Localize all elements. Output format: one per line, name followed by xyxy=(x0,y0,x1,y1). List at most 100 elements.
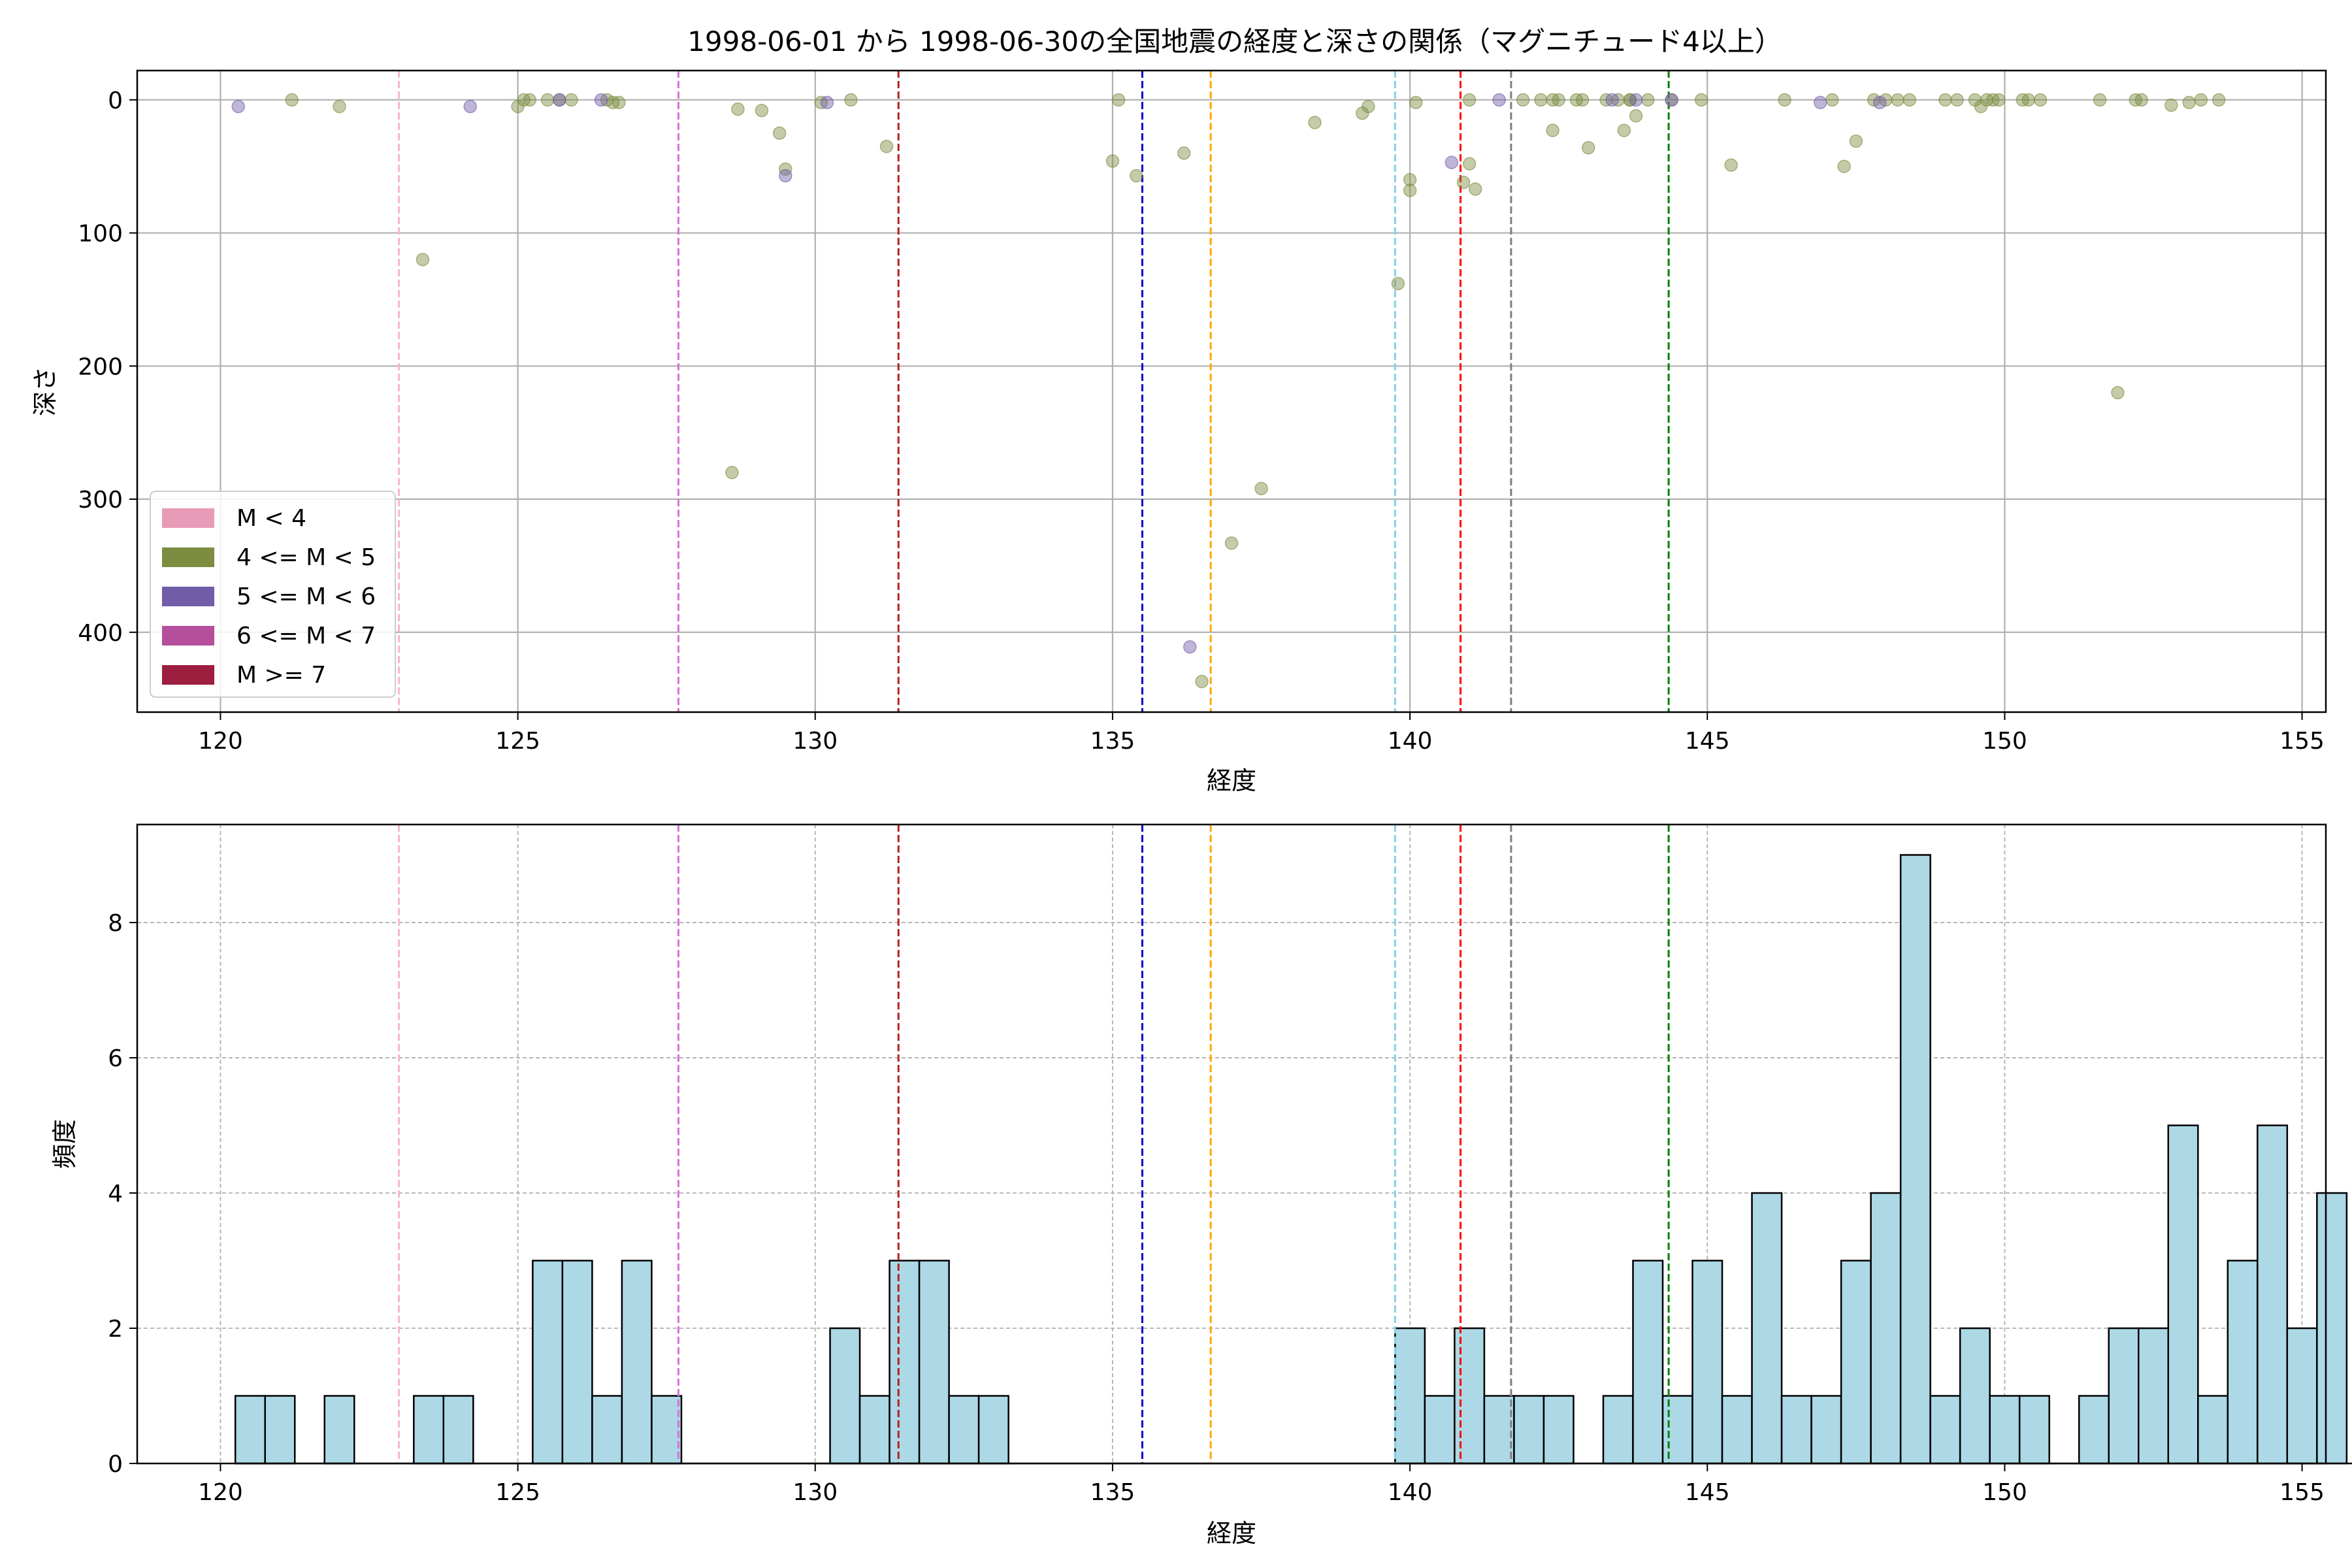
data-point xyxy=(1492,93,1506,107)
legend-label: 4 <= M < 5 xyxy=(237,544,376,571)
data-point xyxy=(1605,93,1619,107)
data-point xyxy=(1224,536,1239,550)
data-point xyxy=(1105,154,1120,168)
data-point xyxy=(612,95,626,110)
histogram-bar xyxy=(621,1260,653,1465)
histogram-bar xyxy=(323,1395,355,1465)
histogram-bar xyxy=(1602,1395,1634,1465)
histogram-bar xyxy=(1632,1260,1664,1465)
y-axis-label: 深さ xyxy=(31,367,59,416)
data-point xyxy=(2164,98,2178,112)
data-point xyxy=(2033,93,2048,107)
y-axis-label: 頻度 xyxy=(50,1119,79,1169)
data-point xyxy=(1837,159,1851,173)
data-point xyxy=(1950,93,1964,107)
data-point xyxy=(1552,93,1565,107)
y-tick-label: 100 xyxy=(78,221,123,248)
x-axis-label: 経度 xyxy=(1207,1519,1256,1548)
data-point xyxy=(1462,157,1477,171)
data-point xyxy=(1516,93,1530,107)
y-tick-label: 4 xyxy=(108,1181,123,1207)
data-point xyxy=(820,95,834,110)
x-tick-label: 135 xyxy=(1090,728,1135,755)
data-point xyxy=(755,103,769,118)
data-point xyxy=(731,102,745,116)
data-point xyxy=(1617,123,1631,137)
histogram-bar xyxy=(1751,1192,1783,1465)
x-tick-label: 130 xyxy=(792,1479,838,1506)
histogram-bar xyxy=(2167,1124,2199,1465)
histogram-bar xyxy=(1483,1395,1515,1465)
x-tick-label: 125 xyxy=(495,1479,540,1506)
data-point xyxy=(1992,93,2006,107)
y-tick-label: 6 xyxy=(108,1045,123,1072)
data-point xyxy=(779,169,792,183)
data-point xyxy=(1534,93,1548,107)
y-tick-label: 8 xyxy=(108,910,123,937)
histogram-bar xyxy=(591,1395,623,1465)
data-point xyxy=(1629,93,1643,107)
histogram-bar xyxy=(2078,1395,2110,1465)
histogram-bar xyxy=(1870,1192,1902,1465)
histogram-bar xyxy=(2257,1124,2289,1465)
legend-box xyxy=(150,491,396,698)
histogram-bar xyxy=(1424,1395,1456,1465)
data-point xyxy=(564,93,578,107)
data-point xyxy=(725,466,739,480)
data-point xyxy=(1111,93,1126,107)
plot-frame xyxy=(136,823,2327,1465)
x-tick-label: 145 xyxy=(1685,728,1730,755)
data-point xyxy=(2021,93,2036,107)
x-tick-label: 130 xyxy=(792,728,838,755)
x-tick-label: 140 xyxy=(1388,728,1433,755)
data-point xyxy=(1581,140,1595,155)
y-tick-label: 200 xyxy=(78,353,123,380)
histogram-bar xyxy=(1454,1327,1486,1465)
histogram-bar xyxy=(1513,1395,1545,1465)
data-point xyxy=(1177,146,1191,160)
data-point xyxy=(1665,93,1678,107)
histogram-bar xyxy=(1691,1260,1723,1465)
data-point xyxy=(463,99,478,114)
data-point xyxy=(1403,184,1417,197)
data-point xyxy=(594,93,608,107)
data-point xyxy=(1849,134,1863,148)
data-point xyxy=(2134,93,2149,107)
histogram-bar xyxy=(948,1395,980,1465)
data-point xyxy=(1813,95,1827,110)
chart-title: 1998-06-01 から 1998-06-30の全国地震の経度と深さの関係（マ… xyxy=(687,25,1782,57)
x-tick-label: 155 xyxy=(2279,1479,2325,1506)
histogram-bar xyxy=(2316,1192,2348,1465)
histogram-bar xyxy=(1780,1395,1812,1465)
histogram-bar xyxy=(2108,1327,2140,1465)
data-point xyxy=(1641,93,1655,107)
histogram-bar xyxy=(1721,1395,1753,1465)
legend-swatch xyxy=(162,508,214,528)
data-point xyxy=(1456,175,1471,189)
histogram-bar xyxy=(1810,1395,1842,1465)
data-point xyxy=(2182,95,2196,110)
y-tick-label: 0 xyxy=(108,1451,123,1478)
data-point xyxy=(1778,93,1791,107)
data-point xyxy=(1724,158,1738,172)
x-tick-label: 120 xyxy=(198,1479,243,1506)
data-point xyxy=(1403,172,1417,187)
data-point xyxy=(1903,93,1917,107)
data-point xyxy=(1938,93,1952,107)
legend-swatch xyxy=(162,626,214,645)
histogram-bar xyxy=(532,1260,564,1465)
legend-label: 5 <= M < 6 xyxy=(237,583,376,610)
x-tick-label: 125 xyxy=(495,728,540,755)
histogram-bar xyxy=(1840,1260,1872,1465)
histogram-bar xyxy=(1394,1327,1426,1465)
histogram-bar xyxy=(1929,1395,1961,1465)
data-point xyxy=(553,93,566,107)
histogram-bar xyxy=(264,1395,296,1465)
histogram-bar xyxy=(2137,1327,2170,1465)
histogram-bar xyxy=(2286,1327,2318,1465)
histogram-bar xyxy=(1661,1395,1693,1465)
histogram-bar xyxy=(413,1395,445,1465)
histogram-bar xyxy=(1959,1327,1991,1465)
histogram-bar xyxy=(651,1395,683,1465)
